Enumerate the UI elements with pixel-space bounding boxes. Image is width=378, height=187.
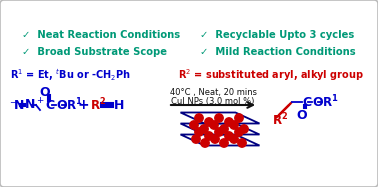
- Polygon shape: [181, 134, 260, 145]
- Circle shape: [230, 121, 238, 129]
- Text: $\mathbf{N}^+$: $\mathbf{N}^+$: [24, 97, 45, 113]
- Text: $\mathbf{R^2}$: $\mathbf{R^2}$: [90, 97, 106, 113]
- Polygon shape: [181, 113, 260, 123]
- Circle shape: [215, 128, 223, 136]
- Circle shape: [195, 128, 203, 136]
- Circle shape: [230, 135, 238, 143]
- Circle shape: [215, 114, 223, 122]
- Circle shape: [200, 125, 208, 133]
- Text: 40°C , Neat, 20 mins: 40°C , Neat, 20 mins: [169, 88, 257, 97]
- Circle shape: [190, 121, 198, 129]
- Text: $\mathbf{O}$: $\mathbf{O}$: [296, 108, 308, 122]
- Text: $\mathbf{+}$: $\mathbf{+}$: [77, 98, 89, 112]
- Text: $\mathbf{H}$: $\mathbf{H}$: [113, 99, 124, 111]
- Circle shape: [240, 125, 248, 133]
- Circle shape: [225, 118, 233, 126]
- Circle shape: [210, 121, 218, 129]
- Text: $\mathbf{C}$: $\mathbf{C}$: [302, 96, 312, 108]
- Text: $\mathbf{O}$: $\mathbf{O}$: [56, 99, 68, 111]
- Circle shape: [235, 128, 243, 136]
- Text: $^-\!$: $^-\!$: [8, 99, 18, 111]
- Circle shape: [235, 114, 243, 122]
- Circle shape: [205, 132, 213, 140]
- Text: ✓  Broad Substrate Scope: ✓ Broad Substrate Scope: [22, 47, 167, 57]
- Text: $\mathbf{O}$: $\mathbf{O}$: [39, 85, 51, 99]
- Polygon shape: [181, 123, 260, 134]
- Circle shape: [225, 132, 233, 140]
- Circle shape: [205, 118, 213, 126]
- Text: $\mathbf{C}$: $\mathbf{C}$: [45, 99, 55, 111]
- Circle shape: [238, 139, 246, 147]
- Text: $\mathbf{O}$: $\mathbf{O}$: [312, 96, 324, 108]
- Circle shape: [192, 135, 200, 143]
- Text: ✓  Mild Reaction Conditions: ✓ Mild Reaction Conditions: [200, 47, 356, 57]
- Text: CuI NPs (3.0 mol %): CuI NPs (3.0 mol %): [171, 97, 255, 106]
- Circle shape: [195, 114, 203, 122]
- Text: $\mathbf{R^1}$: $\mathbf{R^1}$: [66, 97, 82, 113]
- Text: $\mathbf{R^1}$: $\mathbf{R^1}$: [322, 94, 338, 110]
- Circle shape: [220, 125, 228, 133]
- Text: R$^2$ = substituted aryl, alkyl group: R$^2$ = substituted aryl, alkyl group: [178, 67, 364, 83]
- Circle shape: [201, 139, 209, 147]
- Text: R$^1$ = Et, $^t$Bu or -CH$_2$Ph: R$^1$ = Et, $^t$Bu or -CH$_2$Ph: [10, 67, 131, 83]
- Text: $\mathbf{N}$: $\mathbf{N}$: [13, 99, 24, 111]
- Text: ✓  Neat Reaction Conditions: ✓ Neat Reaction Conditions: [22, 30, 180, 40]
- Text: ✓  Recyclable Upto 3 cycles: ✓ Recyclable Upto 3 cycles: [200, 30, 354, 40]
- Text: $\mathbf{R^2}$: $\mathbf{R^2}$: [272, 112, 288, 128]
- Circle shape: [211, 135, 219, 143]
- Circle shape: [220, 139, 228, 147]
